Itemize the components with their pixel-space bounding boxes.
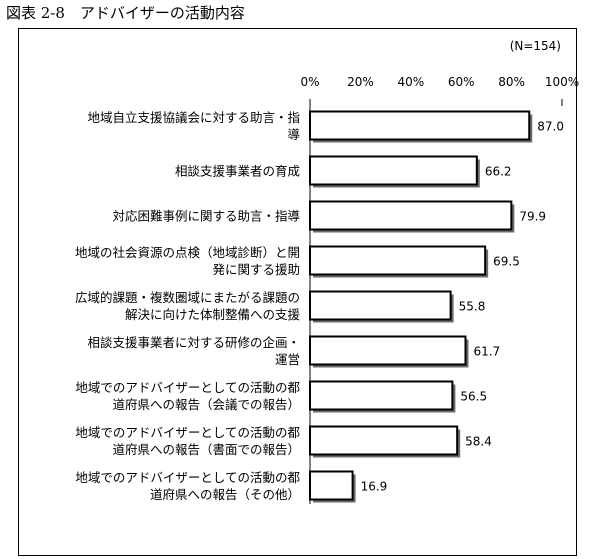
x-tick-label: 40% — [397, 75, 424, 89]
category-label: 地域でのアドバイザーとしての活動の都 — [75, 380, 300, 395]
bar — [309, 335, 467, 366]
bar — [309, 380, 454, 411]
category-label: 広域的課題・複数圏域にまたがる課題の — [75, 290, 300, 305]
x-tick-label: 60% — [448, 75, 475, 89]
category-label: 対応困難事例に関する助言・指導 — [112, 209, 300, 224]
sample-size-note: (N=154) — [510, 39, 561, 53]
category-label: 道府県への報告（書面での報告） — [112, 442, 300, 457]
category-label: 解決に向けた体制整備への支援 — [125, 307, 301, 322]
bar — [309, 245, 487, 276]
bar-value-label: 87.0 — [537, 120, 564, 134]
bar — [309, 425, 459, 456]
category-label: 相談支援事業者の育成 — [175, 164, 300, 179]
bar-value-label: 55.8 — [459, 300, 486, 314]
category-label: 運営 — [275, 352, 300, 367]
category-label: 相談支援事業者に対する研修の企画・ — [87, 335, 300, 350]
category-label: 道府県への報告（会議での報告） — [112, 397, 300, 412]
bar-value-label: 61.7 — [473, 345, 500, 359]
chart-frame — [18, 28, 577, 556]
category-label: 地域でのアドバイザーとしての活動の都 — [75, 470, 300, 485]
category-label: 地域自立支援協議会に対する助言・指 — [87, 110, 300, 125]
bar-value-label: 16.9 — [361, 480, 388, 494]
bar — [309, 155, 478, 186]
bar — [309, 290, 452, 321]
category-label: 発に関する援助 — [212, 262, 300, 277]
bar-value-label: 56.5 — [460, 390, 487, 404]
bar-value-label: 66.2 — [485, 165, 512, 179]
x-tick-label: 80% — [498, 75, 525, 89]
figure-caption: 図表 2-8 アドバイザーの活動内容 — [6, 4, 245, 22]
bar — [309, 110, 531, 141]
bar-value-label: 58.4 — [465, 435, 492, 449]
category-label: 地域でのアドバイザーとしての活動の都 — [75, 425, 300, 440]
category-label: 道府県への報告（その他） — [150, 487, 300, 502]
category-label: 地域の社会資源の点検（地域診断）と開 — [75, 245, 300, 260]
x-tick-label: 20% — [347, 75, 374, 89]
x-tick-label: 100% — [545, 75, 579, 89]
bar-value-label: 69.5 — [493, 255, 520, 269]
bar-value-label: 79.9 — [519, 210, 546, 224]
x-tick-label: 0% — [300, 75, 319, 89]
bar — [309, 470, 354, 501]
bar — [309, 200, 513, 231]
category-label: 導 — [287, 127, 300, 142]
